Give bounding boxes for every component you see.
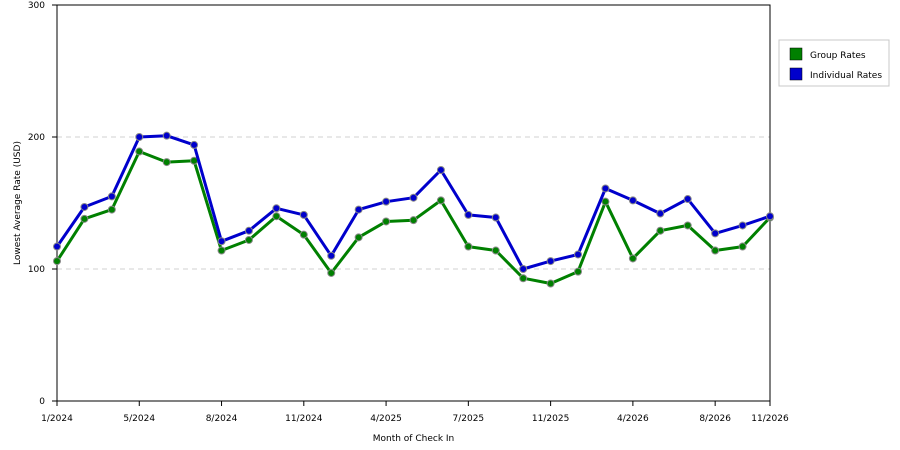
data-point bbox=[299, 210, 308, 219]
data-point bbox=[217, 237, 226, 246]
data-point bbox=[738, 242, 747, 251]
grid-lines bbox=[57, 136, 770, 270]
data-point bbox=[766, 212, 774, 221]
x-tick-label: 11/2025 bbox=[532, 414, 569, 424]
data-point bbox=[436, 166, 445, 174]
x-tick-label: 8/2026 bbox=[699, 414, 731, 424]
data-point bbox=[491, 213, 500, 222]
data-point bbox=[546, 279, 555, 288]
y-axis-title: Lowest Average Rate (USD) bbox=[13, 141, 23, 265]
x-axis-title: Month of Check In bbox=[373, 434, 455, 444]
data-point bbox=[519, 274, 528, 283]
y-tick-label: 200 bbox=[28, 133, 45, 143]
data-point bbox=[354, 233, 363, 242]
data-point bbox=[574, 250, 583, 259]
data-point bbox=[436, 196, 445, 205]
series-layer bbox=[53, 131, 774, 288]
data-point bbox=[135, 133, 144, 141]
data-point bbox=[217, 246, 226, 255]
data-point bbox=[107, 205, 116, 214]
y-tick-label: 100 bbox=[28, 265, 45, 275]
data-point bbox=[711, 246, 720, 255]
data-point bbox=[738, 221, 747, 230]
data-point bbox=[272, 204, 281, 213]
data-point bbox=[464, 242, 473, 251]
y-tick-label: 0 bbox=[39, 397, 45, 407]
axes bbox=[56, 4, 771, 402]
legend-swatch bbox=[789, 67, 803, 81]
x-tick-label: 7/2025 bbox=[453, 414, 485, 424]
legend: Group Rates Individual Rates bbox=[778, 39, 890, 87]
data-point bbox=[190, 140, 199, 149]
data-point bbox=[656, 209, 665, 218]
data-point bbox=[683, 221, 692, 230]
data-point bbox=[162, 158, 171, 167]
plot-area-frame bbox=[56, 4, 771, 402]
legend-label: Individual Rates bbox=[810, 71, 882, 81]
data-point bbox=[327, 251, 336, 260]
data-point bbox=[656, 226, 665, 235]
series-line bbox=[55, 134, 771, 271]
data-point bbox=[546, 257, 555, 266]
x-tick-label: 8/2024 bbox=[206, 414, 238, 424]
y-axis-ticks: 0 100 200 300 bbox=[28, 1, 57, 407]
y-tick-label: 300 bbox=[28, 1, 45, 11]
data-point bbox=[628, 196, 637, 205]
legend-swatch bbox=[789, 47, 803, 61]
data-point bbox=[354, 205, 363, 214]
data-point bbox=[409, 193, 418, 202]
data-point bbox=[519, 265, 528, 273]
data-point bbox=[574, 267, 583, 276]
series-group-rates bbox=[53, 147, 774, 288]
data-point bbox=[272, 212, 281, 221]
x-tick-label: 4/2025 bbox=[370, 414, 402, 424]
data-point bbox=[711, 229, 720, 238]
data-point bbox=[601, 197, 610, 206]
data-point bbox=[244, 235, 253, 244]
data-point bbox=[299, 230, 308, 239]
data-point bbox=[53, 257, 61, 266]
x-tick-label: 11/2026 bbox=[751, 414, 789, 424]
data-point bbox=[80, 202, 89, 211]
data-point bbox=[409, 216, 418, 225]
data-point bbox=[464, 210, 473, 219]
data-point bbox=[53, 242, 61, 251]
data-point bbox=[80, 214, 89, 223]
series-individual-rates bbox=[53, 131, 774, 273]
x-tick-label: 4/2026 bbox=[617, 414, 649, 424]
x-tick-label: 11/2024 bbox=[285, 414, 323, 424]
data-point bbox=[135, 147, 144, 156]
legend-label: Group Rates bbox=[810, 51, 866, 61]
data-point bbox=[601, 184, 610, 193]
x-tick-label: 1/2024 bbox=[41, 414, 73, 424]
data-point bbox=[491, 246, 500, 255]
data-point bbox=[683, 195, 692, 204]
data-point bbox=[107, 192, 116, 201]
data-point bbox=[244, 226, 253, 235]
data-point bbox=[327, 268, 336, 277]
data-point bbox=[382, 217, 391, 226]
data-point bbox=[382, 197, 391, 206]
data-point bbox=[628, 254, 637, 263]
x-tick-label: 5/2024 bbox=[123, 414, 155, 424]
x-axis-ticks: 1/2024 5/2024 8/2024 11/2024 4/2025 7/2025 11/… bbox=[41, 401, 789, 424]
data-point bbox=[162, 131, 171, 140]
